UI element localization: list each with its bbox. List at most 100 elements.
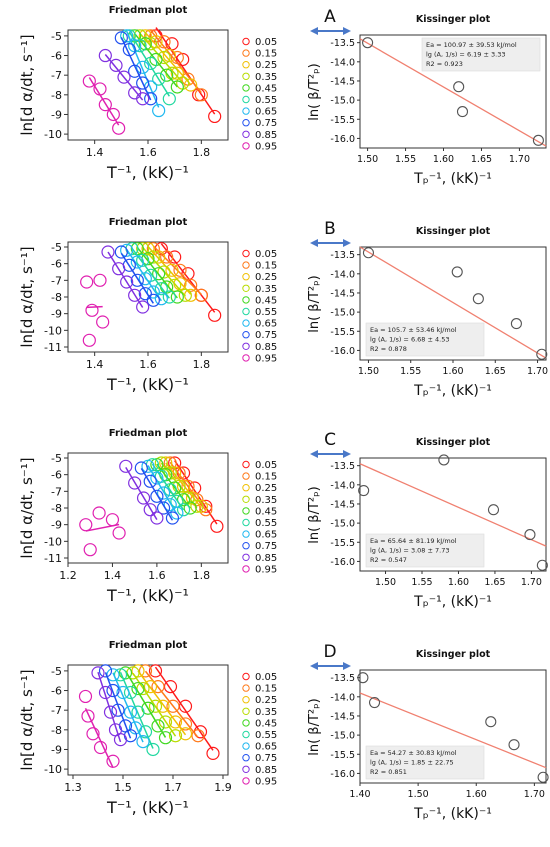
friedman-point [98, 664, 113, 678]
legend-label: 0.65 [255, 319, 277, 330]
friedman-ytick-label: -5 [51, 30, 62, 43]
legend-marker [242, 261, 250, 269]
friedman-series-0.05 [168, 456, 224, 533]
legend-label: 0.95 [255, 141, 277, 152]
friedman-ytick-label: -5 [51, 452, 62, 465]
legend-label: 0.05 [255, 37, 277, 48]
kissinger-ytick-label: -14.0 [330, 269, 355, 280]
friedman-point [156, 486, 171, 500]
friedman-ytick-label: -9 [51, 743, 62, 756]
kissinger-ytick-label: -16.0 [330, 557, 355, 568]
kissinger-ytick-label: -14.5 [330, 76, 355, 87]
friedman-ytick-label: -8 [51, 724, 62, 737]
friedman-fit-line [112, 672, 144, 743]
kissinger-title: Kissinger plot [416, 649, 491, 660]
legend-marker [242, 495, 250, 503]
kissinger-point [537, 771, 549, 783]
kissinger-xtick-label: 1.55 [411, 577, 432, 588]
friedman-point [146, 285, 160, 299]
friedman-xtick-label: 1.8 [193, 569, 211, 582]
legend-marker [242, 696, 250, 704]
legend-label: 0.05 [255, 460, 277, 471]
friedman-point [151, 680, 165, 694]
friedman-series-0.25 [131, 664, 193, 741]
legend-marker [242, 84, 250, 92]
friedman-series-0.95 [78, 689, 120, 768]
kissinger-point [453, 81, 465, 93]
kissinger-point [508, 739, 520, 751]
friedman-series-0.95 [80, 273, 110, 347]
friedman-point [78, 689, 93, 704]
legend-marker [242, 130, 250, 139]
friedman-point [162, 290, 176, 304]
friedman-point [136, 491, 151, 505]
friedman-point [106, 754, 120, 768]
kissinger-point [536, 348, 548, 360]
legend-marker [242, 553, 250, 561]
friedman-ytick-label: -8 [51, 89, 62, 102]
friedman-fit-line [120, 252, 154, 304]
friedman-point [131, 705, 145, 719]
friedman-point [165, 263, 179, 277]
kissinger-point [362, 247, 375, 259]
kissinger-annotation: Ea = 65.64 ± 81.19 kJ/mol lg (A, 1/s) = 3… [365, 533, 485, 568]
friedman-point [157, 50, 171, 65]
kissinger-point [358, 485, 370, 497]
friedman-point [178, 717, 193, 731]
friedman-point [120, 29, 134, 43]
friedman-point [91, 666, 105, 680]
friedman-ytick-label: -11 [44, 341, 62, 354]
friedman-point [106, 107, 120, 122]
kissinger-ytick-label: -15.0 [330, 308, 355, 319]
friedman-series-0.85 [119, 459, 164, 525]
friedman-point [138, 272, 152, 286]
friedman-point [158, 715, 173, 729]
friedman-point [210, 519, 224, 533]
friedman-plot: Friedman plot -5 -6 -7 -8 -9 -10 -11 1.2 1.4 1.6 1.… [18, 428, 277, 605]
friedman-ytick-label: -7 [51, 704, 62, 717]
friedman-point [106, 683, 120, 698]
friedman-point [170, 290, 184, 304]
friedman-point [176, 76, 190, 90]
arrow-head-right [343, 239, 351, 247]
legend-marker [242, 765, 250, 773]
legend-label: 0.25 [255, 272, 277, 283]
kissinger-xtick-label: 1.50 [375, 577, 396, 588]
kissinger-ytick-label: -15.0 [330, 731, 355, 742]
legend-marker [242, 273, 250, 281]
panel-a: Friedman plot -5 -6 -7 -8 -9 -10 1.4 1.6 1.8 ln[d … [18, 5, 547, 187]
friedman-point [83, 543, 97, 557]
legend-marker [242, 707, 250, 715]
friedman-fit-line [120, 37, 152, 101]
friedman-point [144, 92, 158, 106]
friedman-point [178, 288, 192, 302]
friedman-ytick-label: -6 [51, 469, 62, 482]
legend-marker [242, 72, 250, 81]
friedman-point [160, 68, 174, 82]
legend-label: 0.65 [255, 107, 277, 118]
legend-marker [242, 307, 250, 316]
friedman-point [131, 681, 145, 696]
friedman-ytick-label: -10 [44, 324, 62, 337]
annotation-line: lg (A, 1/s) = 1.85 ± 22.75 [370, 759, 454, 767]
friedman-point [152, 72, 166, 86]
legend-marker [242, 107, 250, 115]
friedman-point [170, 80, 184, 94]
legend-marker [242, 249, 250, 258]
friedman-point [170, 506, 184, 520]
friedman-ytick-label: -9 [51, 519, 62, 532]
friedman-point [103, 705, 118, 719]
legend-label: 0.15 [255, 472, 277, 483]
friedman-point [144, 56, 158, 70]
friedman-point [168, 715, 183, 729]
friedman-point [116, 685, 130, 700]
friedman-ytick-label: -5 [51, 241, 62, 254]
friedman-point [114, 245, 128, 259]
friedman-point [150, 489, 164, 503]
friedman-point [109, 58, 123, 72]
friedman-point [190, 499, 204, 513]
kissinger-fit-line [359, 692, 547, 769]
friedman-point [168, 729, 183, 743]
friedman-point [138, 37, 152, 51]
friedman-series-0.75 [134, 461, 180, 525]
